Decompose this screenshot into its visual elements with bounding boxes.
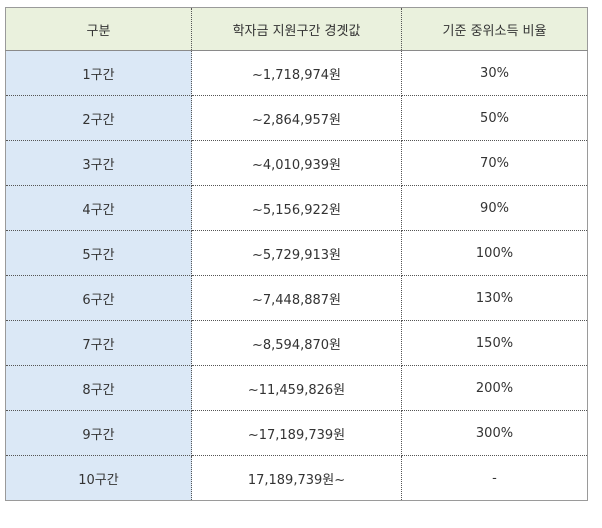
ratio-cell: 30% (401, 50, 588, 96)
header-threshold: 학자금 지원구간 경곗값 (191, 7, 402, 51)
ratio-cell: 70% (401, 140, 588, 186)
table-header: 구분 학자금 지원구간 경곗값 기준 중위소득 비율 (5, 7, 588, 51)
ratio-cell: 130% (401, 275, 588, 321)
ratio-cell: - (401, 455, 588, 501)
ratio-cell: 100% (401, 230, 588, 276)
bracket-cell: 6구간 (5, 275, 192, 321)
bracket-cell: 5구간 (5, 230, 192, 276)
bracket-cell: 4구간 (5, 185, 192, 231)
ratio-cell: 150% (401, 320, 588, 366)
threshold-cell: ~1,718,974원 (191, 50, 402, 96)
table-row: 10구간 17,189,739원~ - (5, 455, 588, 501)
threshold-cell: ~2,864,957원 (191, 95, 402, 141)
table-row: 5구간 ~5,729,913원 100% (5, 230, 588, 276)
header-row: 구분 학자금 지원구간 경곗값 기준 중위소득 비율 (5, 7, 588, 51)
threshold-cell: ~5,729,913원 (191, 230, 402, 276)
bracket-cell: 10구간 (5, 455, 192, 501)
ratio-cell: 90% (401, 185, 588, 231)
table-row: 9구간 ~17,189,739원 300% (5, 410, 588, 456)
table-row: 3구간 ~4,010,939원 70% (5, 140, 588, 186)
header-bracket: 구분 (5, 7, 192, 51)
table-row: 7구간 ~8,594,870원 150% (5, 320, 588, 366)
bracket-cell: 7구간 (5, 320, 192, 366)
ratio-cell: 200% (401, 365, 588, 411)
table-row: 6구간 ~7,448,887원 130% (5, 275, 588, 321)
table-row: 4구간 ~5,156,922원 90% (5, 185, 588, 231)
bracket-cell: 8구간 (5, 365, 192, 411)
table-row: 2구간 ~2,864,957원 50% (5, 95, 588, 141)
bracket-cell: 3구간 (5, 140, 192, 186)
threshold-cell: 17,189,739원~ (191, 455, 402, 501)
bracket-cell: 9구간 (5, 410, 192, 456)
ratio-cell: 50% (401, 95, 588, 141)
threshold-cell: ~11,459,826원 (191, 365, 402, 411)
bracket-cell: 2구간 (5, 95, 192, 141)
threshold-cell: ~4,010,939원 (191, 140, 402, 186)
table-row: 8구간 ~11,459,826원 200% (5, 365, 588, 411)
header-ratio: 기준 중위소득 비율 (401, 7, 588, 51)
income-bracket-table: 구분 학자금 지원구간 경곗값 기준 중위소득 비율 1구간 ~1,718,97… (5, 7, 588, 501)
bracket-cell: 1구간 (5, 50, 192, 96)
threshold-cell: ~17,189,739원 (191, 410, 402, 456)
table-row: 1구간 ~1,718,974원 30% (5, 50, 588, 96)
threshold-cell: ~7,448,887원 (191, 275, 402, 321)
threshold-cell: ~8,594,870원 (191, 320, 402, 366)
threshold-cell: ~5,156,922원 (191, 185, 402, 231)
ratio-cell: 300% (401, 410, 588, 456)
table-body: 1구간 ~1,718,974원 30% 2구간 ~2,864,957원 50% … (5, 50, 588, 501)
